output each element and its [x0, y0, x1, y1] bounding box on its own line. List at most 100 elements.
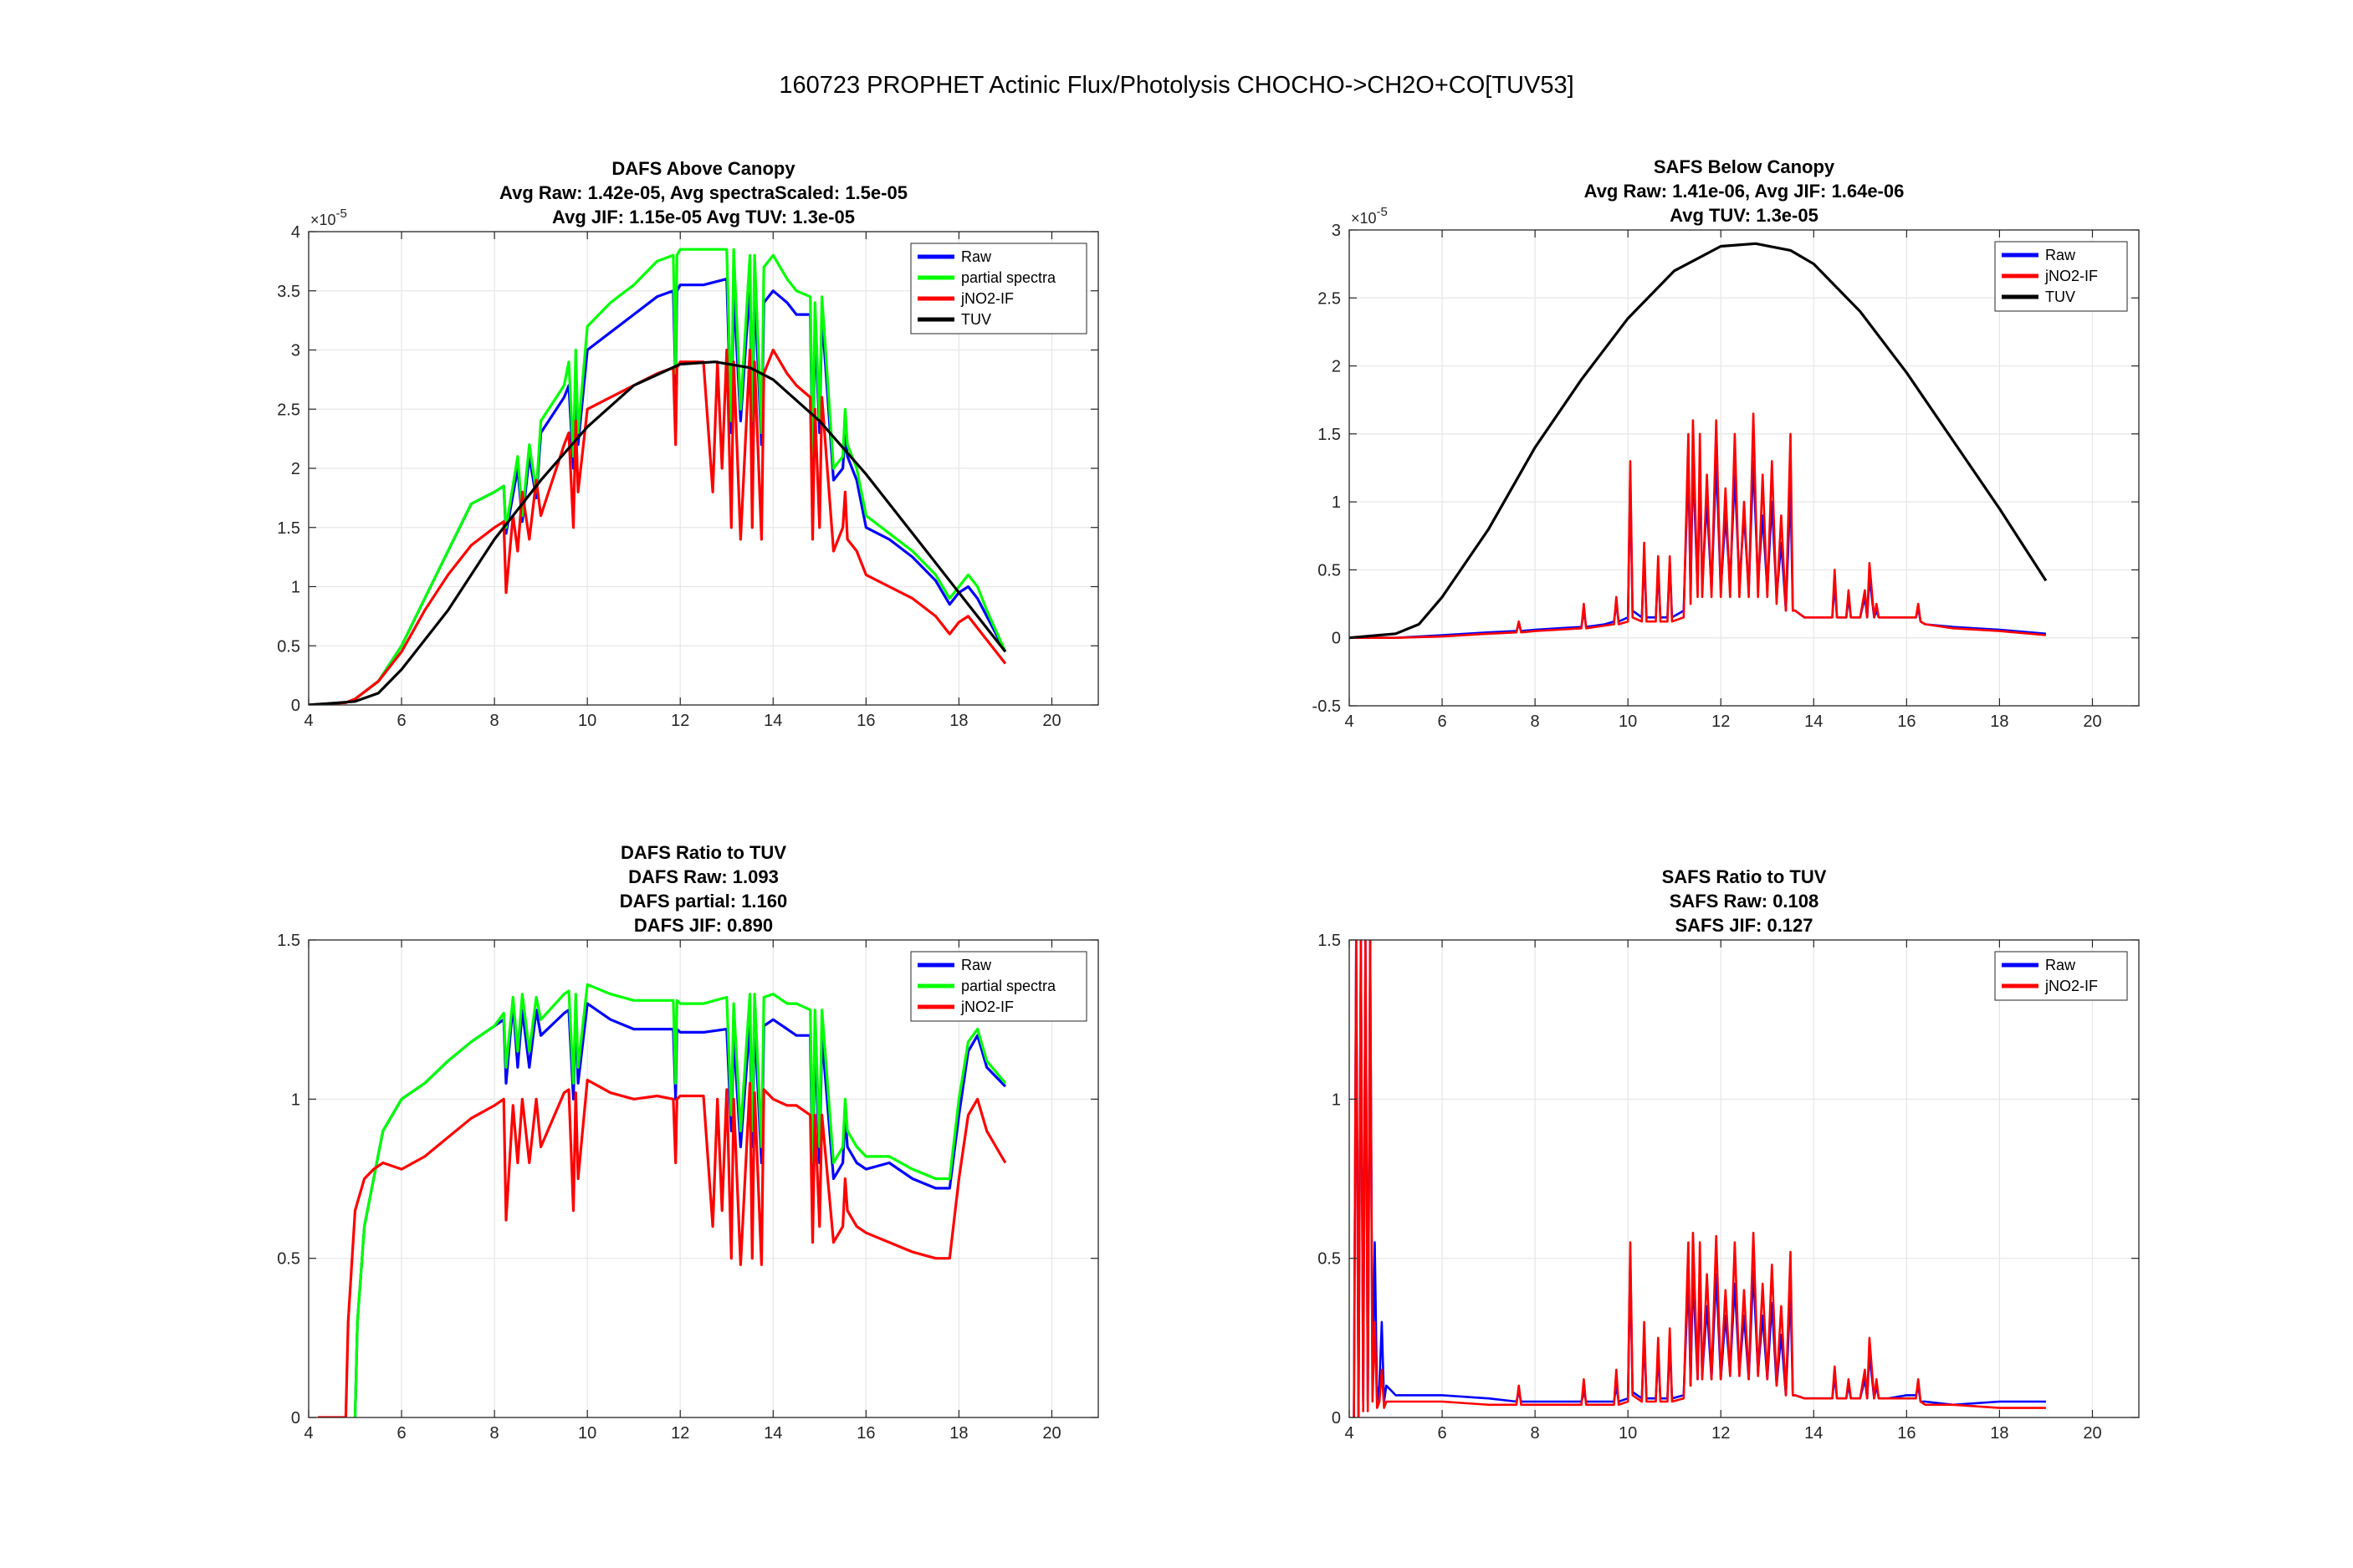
y-tick-label: 2.5 [277, 401, 300, 419]
x-tick-label: 20 [1042, 1424, 1061, 1443]
x-tick-label: 4 [304, 712, 313, 730]
series-line-jno2-if [309, 348, 1007, 705]
x-tick-label: 18 [949, 1424, 968, 1443]
x-tick-label: 12 [1711, 712, 1730, 731]
x-tick-label: 10 [1619, 1424, 1637, 1443]
plot-title-line: Avg TUV: 1.3e-05 [1670, 205, 1818, 226]
plot-area [1349, 940, 2139, 1417]
x-tick-label: 8 [490, 1424, 499, 1443]
x-tick-label: 12 [671, 712, 689, 730]
x-tick-label: 6 [396, 712, 406, 730]
plot-title-line: SAFS JIF: 0.127 [1675, 915, 1813, 936]
y-tick-label: 2 [1332, 358, 1341, 376]
x-tick-label: 4 [304, 1424, 313, 1443]
x-tick-label: 8 [1531, 712, 1540, 731]
plot-title-line: DAFS Above Canopy [611, 158, 795, 179]
x-tick-label: 4 [1344, 712, 1353, 731]
plot-title-line: Avg JIF: 1.15e-05 Avg TUV: 1.3e-05 [552, 207, 855, 227]
plot-title-line: Avg Raw: 1.41e-06, Avg JIF: 1.64e-06 [1584, 181, 1905, 202]
series-group [309, 248, 1007, 705]
series-line-jno2-if [318, 1078, 1007, 1417]
legend-label: jNO2-IF [2044, 978, 2098, 994]
legend-label: Raw [2045, 957, 2076, 973]
y-tick-label: 0.5 [1317, 1250, 1341, 1269]
y-tick-label: 2.5 [1317, 289, 1341, 308]
legend-label: jNO2-IF [960, 999, 1014, 1015]
x-tick-label: 14 [1804, 712, 1823, 731]
y-tick-label: 3 [1332, 222, 1341, 240]
y-tick-label: 0 [1332, 1409, 1341, 1428]
y-tick-label: 0 [1332, 630, 1341, 648]
series-line-partial-spectra [309, 248, 1007, 705]
x-tick-label: 8 [490, 712, 499, 730]
axes-box [308, 939, 1099, 1418]
plot-title-line: SAFS Raw: 0.108 [1670, 891, 1819, 912]
x-tick-label: 10 [578, 712, 596, 730]
x-tick-label: 10 [578, 1424, 596, 1443]
x-tick-label: 18 [1990, 712, 2008, 731]
legend-label: Raw [2045, 247, 2076, 263]
y-tick-label: 1 [291, 579, 300, 597]
legend-box [1994, 951, 2128, 1001]
y-tick-label: 0.5 [1317, 561, 1341, 580]
y-tick-label: -0.5 [1312, 697, 1341, 716]
x-tick-label: 20 [2083, 712, 2101, 731]
legend-label: jNO2-IF [960, 290, 1014, 307]
series-group [1353, 940, 2046, 1417]
y-tick-label: 1 [1332, 1090, 1341, 1109]
y-tick-label: 1.5 [1317, 932, 1341, 950]
series-line-partial-spectra [353, 983, 1007, 1417]
series-line-jno2-if [1353, 940, 2046, 1417]
axes-box [1348, 939, 2140, 1418]
y-tick-label: 4 [291, 223, 300, 242]
y-tick-label: 0 [291, 697, 300, 715]
y-tick-label: 1 [291, 1090, 300, 1109]
x-tick-label: 6 [396, 1424, 406, 1443]
x-tick-label: 18 [1990, 1424, 2008, 1443]
x-tick-label: 10 [1619, 712, 1637, 731]
plot-title-line: Avg Raw: 1.42e-05, Avg spectraScaled: 1.… [499, 182, 908, 203]
series-group [318, 983, 1007, 1417]
x-tick-label: 14 [764, 1424, 782, 1443]
y-tick-label: 2 [291, 460, 300, 478]
legend-label: Raw [961, 248, 992, 265]
x-tick-label: 12 [1711, 1424, 1730, 1443]
x-tick-label: 16 [857, 1424, 875, 1443]
x-tick-label: 18 [949, 712, 968, 730]
legend-label: Raw [961, 957, 992, 973]
plot-title-line: DAFS partial: 1.160 [620, 891, 788, 912]
x-tick-label: 6 [1437, 1424, 1446, 1443]
x-tick-label: 20 [1042, 712, 1061, 730]
y-tick-label: 3 [291, 342, 300, 360]
x-tick-label: 4 [1344, 1424, 1353, 1443]
axes-box [1348, 229, 2140, 707]
plot-title-line: DAFS JIF: 0.890 [634, 915, 773, 936]
y-tick-label: 3.5 [277, 283, 300, 301]
y-tick-label: 1.5 [277, 519, 300, 538]
y-tick-label: 1.5 [277, 932, 300, 950]
plot-title-line: SAFS Below Canopy [1654, 156, 1835, 177]
legend-label: TUV [2045, 289, 2075, 305]
x-tick-label: 16 [1897, 1424, 1916, 1443]
legend-label: partial spectra [961, 269, 1056, 286]
y-tick-label: 0 [291, 1409, 300, 1428]
series-line-tuv [1349, 242, 2048, 640]
x-tick-label: 14 [1804, 1424, 1823, 1443]
plot-title-line: SAFS Ratio to TUV [1662, 866, 1827, 887]
y-tick-label: 1 [1332, 493, 1341, 512]
x-tick-label: 14 [764, 712, 782, 730]
x-tick-label: 8 [1531, 1424, 1540, 1443]
series-line-tuv [309, 360, 1007, 705]
legend-label: jNO2-IF [2044, 268, 2098, 284]
series-group [1349, 242, 2048, 640]
x-tick-label: 6 [1437, 712, 1446, 731]
x-tick-label: 16 [857, 712, 875, 730]
y-tick-label: 0.5 [277, 1250, 300, 1269]
plot-title-line: DAFS Ratio to TUV [621, 842, 786, 863]
x-tick-label: 20 [2083, 1424, 2101, 1443]
figure-title: 160723 PROPHET Actinic Flux/Photolysis C… [779, 72, 1574, 99]
